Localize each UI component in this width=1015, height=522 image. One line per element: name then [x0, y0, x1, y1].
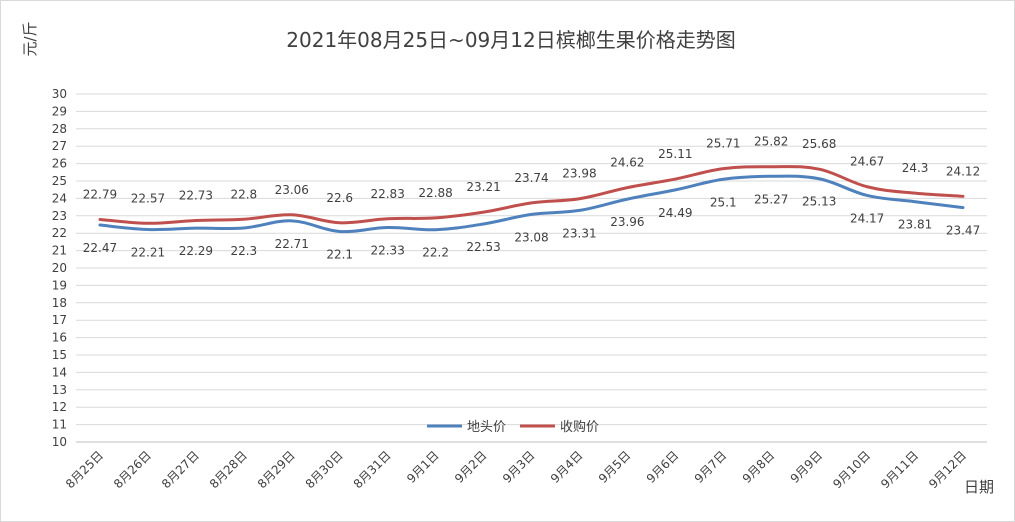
data-label: 24.17 [850, 211, 884, 225]
y-tick-label: 30 [52, 87, 67, 101]
x-tick-label: 9月11日 [878, 448, 921, 491]
data-label: 24.12 [946, 164, 980, 178]
x-tick-label: 9月7日 [692, 448, 730, 486]
data-label: 22.88 [418, 186, 452, 200]
y-axis-label: 元/斤 [21, 21, 39, 56]
data-label: 23.08 [514, 230, 548, 244]
y-tick-label: 11 [52, 418, 67, 432]
data-label: 22.2 [422, 246, 449, 260]
x-tick-label: 8月27日 [159, 448, 202, 491]
gridlines [76, 93, 987, 443]
x-tick-label: 8月26日 [111, 448, 154, 491]
x-tick-label: 9月6日 [644, 448, 682, 486]
y-tick-label: 25 [52, 174, 67, 188]
y-tick-label: 21 [52, 244, 67, 258]
x-tick-label: 8月25日 [63, 448, 106, 491]
legend-label-series-1: 地头价 [467, 420, 506, 435]
data-labels: 22.47 22.21 22.29 22.3 22.71 22.1 22.33 22.2 22.… [83, 135, 980, 262]
x-tick-label: 8月28日 [207, 448, 250, 491]
y-tick-label: 24 [52, 191, 67, 205]
x-tick-label: 8月31日 [351, 448, 394, 491]
x-tick-label: 8月30日 [303, 448, 346, 491]
series-line-1 [98, 174, 965, 234]
y-tick-labels: 10 11 12 13 14 15 16 17 18 19 20 21 22 23 24 25 26 27 28 29… [52, 87, 67, 449]
x-tick-labels: 8月25日 8月26日 8月27日 8月28日 8月29日 8月30日 8月31日 9月1日 9… [63, 448, 969, 491]
data-label: 22.1 [326, 247, 353, 261]
y-tick-label: 28 [52, 122, 67, 136]
x-tick-label: 9月10日 [830, 448, 873, 491]
series-line-2 [98, 165, 965, 225]
data-label: 22.29 [179, 244, 213, 258]
data-label: 25.1 [710, 195, 737, 209]
y-tick-label: 14 [52, 365, 67, 379]
y-tick-label: 19 [52, 278, 67, 292]
data-label: 24.3 [902, 161, 929, 175]
y-tick-label: 29 [52, 104, 67, 118]
y-tick-label: 26 [52, 157, 67, 171]
data-label: 23.96 [610, 215, 644, 229]
data-label: 23.31 [562, 226, 596, 240]
y-tick-label: 20 [52, 261, 67, 275]
data-label: 25.27 [754, 192, 788, 206]
data-label: 23.21 [466, 180, 500, 194]
y-tick-label: 15 [52, 348, 67, 362]
data-label: 24.67 [850, 155, 884, 169]
data-label: 25.13 [802, 195, 836, 209]
x-tick-label: 9月2日 [452, 448, 490, 486]
data-label: 25.11 [658, 147, 692, 161]
data-label: 22.33 [370, 243, 404, 257]
y-tick-label: 12 [52, 400, 67, 414]
data-label: 23.98 [562, 167, 596, 181]
y-tick-label: 17 [52, 313, 67, 327]
legend: 地头价 收购价 [427, 419, 599, 435]
x-tick-label: 9月9日 [788, 448, 826, 486]
data-label: 23.47 [946, 224, 980, 238]
data-label: 25.82 [754, 135, 788, 149]
series-lines [98, 165, 965, 234]
x-tick-label: 8月29日 [255, 448, 298, 491]
x-axis-label: 日期 [964, 478, 994, 496]
x-tick-label: 9月5日 [596, 448, 634, 486]
data-label: 22.6 [326, 191, 353, 205]
x-tick-label: 9月4日 [548, 448, 586, 486]
y-tick-label: 18 [52, 296, 67, 310]
data-label: 24.49 [658, 206, 692, 220]
y-tick-label: 13 [52, 383, 67, 397]
y-tick-label: 10 [52, 435, 67, 449]
data-label: 22.83 [370, 187, 404, 201]
data-label: 22.21 [131, 246, 165, 260]
x-tick-label: 9月12日 [926, 448, 969, 491]
chart-title: 2021年08月25日~09月12日槟榔生果价格走势图 [286, 28, 735, 52]
data-label: 22.3 [230, 244, 257, 258]
data-label: 22.71 [275, 237, 309, 251]
legend-label-series-2: 收购价 [560, 419, 599, 435]
y-tick-label: 22 [52, 226, 67, 240]
x-tick-label: 9月1日 [404, 448, 442, 486]
y-tick-label: 16 [52, 331, 67, 345]
data-label: 23.81 [898, 218, 932, 232]
data-label: 22.47 [83, 241, 117, 255]
y-tick-label: 23 [52, 209, 67, 223]
data-label: 23.06 [275, 183, 309, 197]
data-label: 22.57 [131, 191, 165, 205]
x-tick-label: 9月3日 [500, 448, 538, 486]
y-tick-label: 27 [52, 139, 67, 153]
data-label: 23.74 [514, 171, 548, 185]
x-tick-label: 9月8日 [740, 448, 778, 486]
data-label: 22.8 [230, 187, 257, 201]
data-label: 22.79 [83, 187, 117, 201]
data-label: 25.68 [802, 137, 836, 151]
data-label: 25.71 [706, 137, 740, 151]
data-label: 22.73 [179, 188, 213, 202]
data-label: 24.62 [610, 156, 644, 170]
data-label: 22.53 [466, 240, 500, 254]
